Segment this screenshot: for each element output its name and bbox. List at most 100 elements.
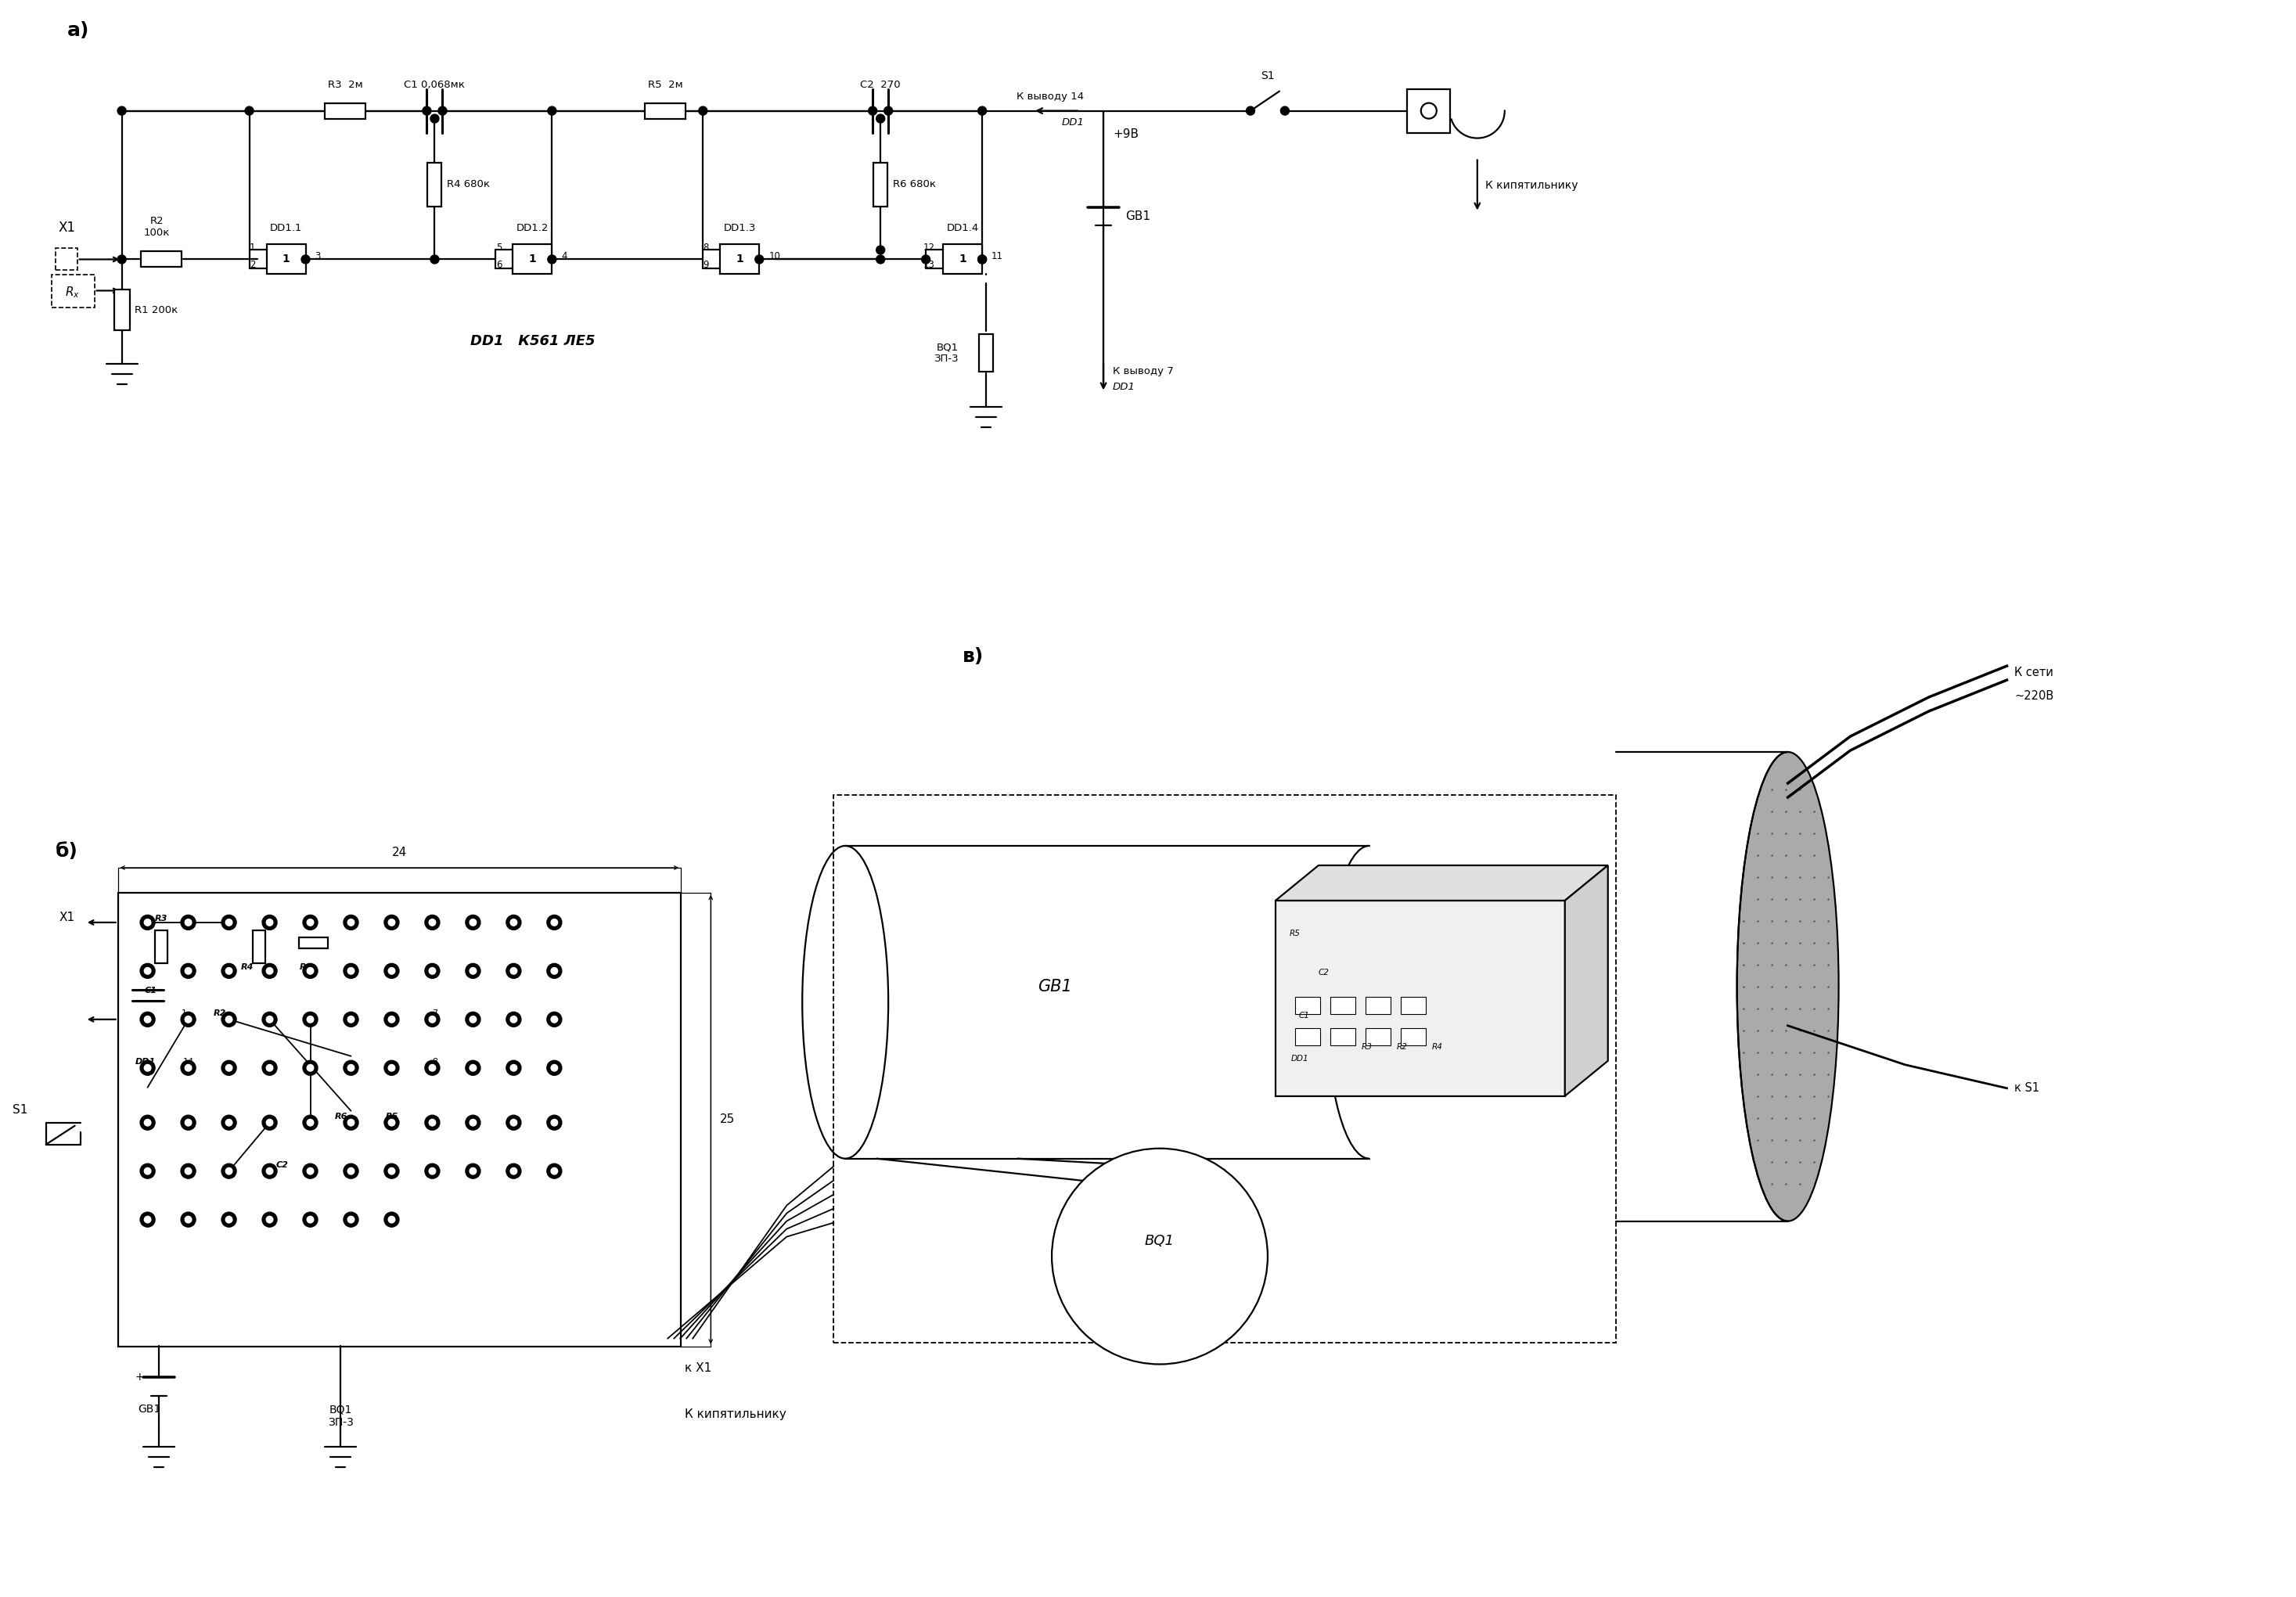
Bar bbox=[1295, 997, 1320, 1014]
Circle shape bbox=[425, 1115, 441, 1131]
Circle shape bbox=[1052, 1148, 1267, 1364]
Bar bbox=[1329, 1028, 1355, 1044]
Circle shape bbox=[388, 968, 395, 974]
Circle shape bbox=[505, 915, 521, 929]
Bar bbox=[512, 244, 551, 275]
Text: R6 680к: R6 680к bbox=[893, 179, 937, 190]
Bar bbox=[944, 244, 983, 275]
Circle shape bbox=[308, 920, 315, 926]
Circle shape bbox=[266, 1167, 273, 1174]
Text: S1: S1 bbox=[11, 1104, 28, 1116]
Circle shape bbox=[303, 915, 317, 929]
Circle shape bbox=[425, 1164, 441, 1179]
Circle shape bbox=[466, 1115, 480, 1131]
Circle shape bbox=[425, 1012, 441, 1027]
Text: 6: 6 bbox=[496, 260, 503, 270]
Text: R2: R2 bbox=[1396, 1043, 1407, 1051]
Circle shape bbox=[220, 1115, 236, 1131]
Circle shape bbox=[262, 963, 278, 979]
Bar bbox=[427, 163, 441, 206]
Circle shape bbox=[551, 1016, 558, 1022]
Circle shape bbox=[551, 968, 558, 974]
Text: 5: 5 bbox=[496, 243, 503, 252]
Text: DD1: DD1 bbox=[1061, 117, 1084, 128]
Circle shape bbox=[181, 915, 195, 929]
Circle shape bbox=[347, 1065, 354, 1072]
Circle shape bbox=[181, 963, 195, 979]
Circle shape bbox=[471, 1016, 475, 1022]
Text: GB1: GB1 bbox=[1038, 979, 1072, 995]
Circle shape bbox=[383, 1012, 400, 1027]
Bar bbox=[833, 795, 1616, 1343]
Circle shape bbox=[140, 1060, 156, 1075]
Circle shape bbox=[551, 920, 558, 926]
Circle shape bbox=[266, 1016, 273, 1022]
Circle shape bbox=[262, 1115, 278, 1131]
Circle shape bbox=[425, 963, 441, 979]
Bar bbox=[117, 893, 682, 1346]
Circle shape bbox=[186, 920, 191, 926]
Text: 1: 1 bbox=[250, 243, 255, 252]
Circle shape bbox=[145, 1016, 152, 1022]
Circle shape bbox=[505, 1060, 521, 1075]
Circle shape bbox=[225, 1016, 232, 1022]
Text: 1: 1 bbox=[181, 1009, 186, 1017]
Text: R3: R3 bbox=[1362, 1043, 1373, 1051]
Text: DD1: DD1 bbox=[135, 1057, 156, 1065]
Circle shape bbox=[510, 1167, 517, 1174]
Circle shape bbox=[262, 915, 278, 929]
Text: C1: C1 bbox=[1300, 1011, 1309, 1019]
Text: б): б) bbox=[55, 842, 78, 861]
Text: DD1.3: DD1.3 bbox=[723, 224, 755, 233]
Bar bbox=[1366, 1028, 1391, 1044]
Text: R5  2м: R5 2м bbox=[647, 80, 682, 89]
Circle shape bbox=[978, 256, 987, 264]
Circle shape bbox=[220, 1060, 236, 1075]
Text: X1: X1 bbox=[57, 220, 76, 235]
Circle shape bbox=[551, 1119, 558, 1126]
Circle shape bbox=[921, 256, 930, 264]
Circle shape bbox=[117, 107, 126, 115]
Circle shape bbox=[347, 1119, 354, 1126]
Circle shape bbox=[383, 963, 400, 979]
Circle shape bbox=[308, 1065, 315, 1072]
Circle shape bbox=[140, 1012, 156, 1027]
Text: BQ1: BQ1 bbox=[1146, 1233, 1176, 1247]
Circle shape bbox=[877, 115, 884, 123]
Circle shape bbox=[262, 1164, 278, 1179]
Circle shape bbox=[344, 1115, 358, 1131]
Text: 1: 1 bbox=[528, 254, 537, 265]
Text: DD1: DD1 bbox=[1114, 382, 1137, 391]
Text: GB1: GB1 bbox=[1125, 211, 1150, 222]
Text: R5: R5 bbox=[1290, 929, 1300, 937]
Circle shape bbox=[301, 256, 310, 264]
Circle shape bbox=[546, 1164, 563, 1179]
Text: 1: 1 bbox=[282, 254, 289, 265]
Circle shape bbox=[755, 256, 765, 264]
Circle shape bbox=[347, 920, 354, 926]
Circle shape bbox=[266, 1217, 273, 1223]
Circle shape bbox=[383, 1164, 400, 1179]
Circle shape bbox=[429, 1167, 436, 1174]
Circle shape bbox=[225, 1119, 232, 1126]
Text: R4 680к: R4 680к bbox=[448, 179, 491, 190]
Circle shape bbox=[186, 1065, 191, 1072]
Text: X1: X1 bbox=[60, 912, 76, 923]
Circle shape bbox=[388, 1167, 395, 1174]
Circle shape bbox=[551, 1065, 558, 1072]
Circle shape bbox=[388, 1119, 395, 1126]
Text: 8: 8 bbox=[703, 243, 709, 252]
Circle shape bbox=[220, 1164, 236, 1179]
Text: R1 200к: R1 200к bbox=[133, 305, 177, 315]
Text: BQ1
ЗП-3: BQ1 ЗП-3 bbox=[328, 1404, 354, 1428]
Circle shape bbox=[383, 1060, 400, 1075]
Circle shape bbox=[383, 915, 400, 929]
Text: S1: S1 bbox=[1261, 70, 1274, 81]
Circle shape bbox=[347, 1217, 354, 1223]
Circle shape bbox=[549, 107, 556, 115]
Text: К выводу 14: К выводу 14 bbox=[1017, 91, 1084, 102]
Circle shape bbox=[546, 915, 563, 929]
Circle shape bbox=[429, 115, 439, 123]
Circle shape bbox=[1247, 107, 1256, 115]
Circle shape bbox=[510, 1065, 517, 1072]
